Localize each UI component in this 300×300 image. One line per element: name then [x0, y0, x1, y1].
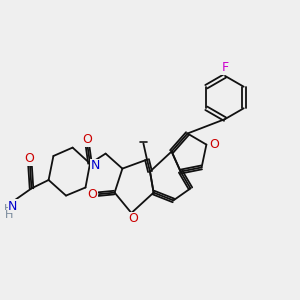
- Text: O: O: [87, 188, 97, 201]
- Text: N: N: [91, 159, 100, 172]
- Text: O: O: [209, 138, 219, 151]
- Text: N: N: [8, 200, 18, 213]
- Text: O: O: [128, 212, 138, 226]
- Text: O: O: [25, 152, 34, 165]
- Text: H: H: [4, 204, 12, 214]
- Text: H: H: [5, 210, 13, 220]
- Text: F: F: [221, 61, 229, 74]
- Text: O: O: [82, 133, 92, 146]
